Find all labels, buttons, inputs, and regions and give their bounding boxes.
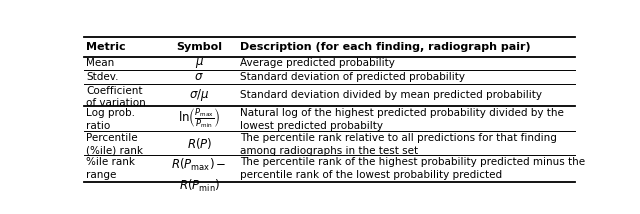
Text: Description (for each finding, radiograph pair): Description (for each finding, radiograp…: [240, 42, 531, 52]
Text: Natural log of the highest predicted probability divided by the
lowest predicted: Natural log of the highest predicted pro…: [240, 108, 564, 131]
Text: Coefficient
of variation: Coefficient of variation: [86, 86, 146, 108]
Text: Symbol: Symbol: [176, 42, 222, 52]
Text: $R(P)$: $R(P)$: [187, 135, 212, 150]
Text: $\sigma/\mu$: $\sigma/\mu$: [189, 87, 209, 103]
Text: Stdev.: Stdev.: [86, 72, 119, 82]
Text: %ile rank
range: %ile rank range: [86, 157, 136, 180]
Text: Metric: Metric: [86, 42, 126, 52]
Text: $\sigma$: $\sigma$: [195, 70, 204, 83]
Text: Average predicted probability: Average predicted probability: [240, 58, 395, 68]
Text: $\ln\!\left(\frac{P_{\mathrm{max}}}{P_{\mathrm{min}}}\right)$: $\ln\!\left(\frac{P_{\mathrm{max}}}{P_{\…: [178, 106, 221, 131]
Text: Mean: Mean: [86, 58, 115, 68]
Text: Percentile
(%ile) rank: Percentile (%ile) rank: [86, 133, 143, 156]
Text: $R(P_{\mathrm{max}}) -$
$R(P_{\mathrm{min}})$: $R(P_{\mathrm{max}}) -$ $R(P_{\mathrm{mi…: [172, 157, 227, 194]
Text: Standard deviation divided by mean predicted probability: Standard deviation divided by mean predi…: [240, 90, 542, 100]
Text: The percentile rank of the highest probability predicted minus the
percentile ra: The percentile rank of the highest proba…: [240, 157, 586, 180]
Text: $\mu$: $\mu$: [195, 56, 204, 70]
Text: Standard deviation of predicted probability: Standard deviation of predicted probabil…: [240, 72, 465, 82]
Text: The percentile rank relative to all predictions for that finding
among radiograp: The percentile rank relative to all pred…: [240, 133, 557, 156]
Text: Log prob.
ratio: Log prob. ratio: [86, 108, 136, 131]
